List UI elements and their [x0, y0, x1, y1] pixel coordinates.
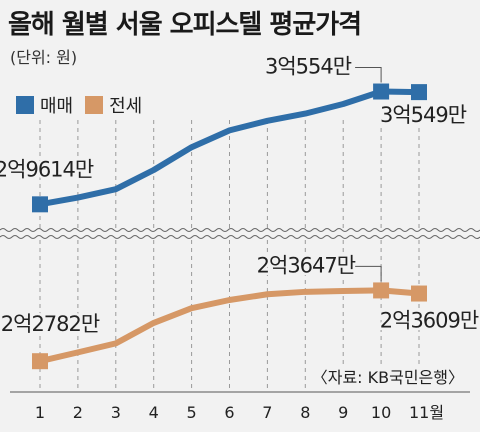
x-tick-label: 6 [224, 403, 234, 422]
series-line-jeonse [39, 287, 420, 365]
data-marker [411, 285, 427, 302]
unit-label: (단위: 원) [10, 48, 78, 67]
axis-break-marker [0, 228, 480, 240]
data-marker [373, 83, 390, 100]
x-tick-label: 9 [338, 403, 348, 422]
x-tick-label: 3 [111, 403, 121, 422]
x-tick-label: 10 [371, 403, 391, 422]
x-tick-label: 11월 [409, 403, 444, 422]
legend-label-sale: 매매 [40, 96, 74, 117]
data-label: 2억3647만 [257, 253, 356, 277]
chart-title: 올해 월별 서울 오피스텔 평균가격 [8, 10, 362, 40]
data-labels: 2억9614만 3억554만 3억549만 2억2782만 2억3647만 2억3609만 [0, 52, 480, 339]
data-label: 3억554만 [265, 55, 352, 79]
x-axis: 1 2 3 4 5 6 7 8 9 10 11월 [10, 391, 470, 422]
label-leader [355, 67, 382, 83]
series-lines [32, 83, 427, 370]
data-label: 2억3609만 [380, 309, 479, 333]
x-tick-label: 8 [300, 403, 310, 422]
legend-swatch-jeonse [85, 96, 104, 114]
data-marker [411, 84, 427, 101]
legend-label-jeonse: 전세 [109, 96, 143, 117]
vertical-gridlines [39, 120, 420, 392]
data-marker [32, 196, 48, 213]
x-tick-label: 7 [262, 403, 272, 422]
data-label: 2억9614만 [0, 157, 94, 181]
x-tick-label: 1 [35, 403, 45, 422]
x-tick-label: 4 [149, 403, 159, 422]
data-marker [373, 282, 390, 299]
label-leader [355, 265, 382, 282]
axis-break-line [0, 235, 480, 239]
data-label: 2억2782만 [1, 312, 100, 336]
data-marker [32, 353, 48, 370]
legend: 매매 전세 [6, 90, 147, 120]
source-note: 〈자료: KB국민은행〉 [309, 364, 466, 388]
legend-swatch-sale [16, 96, 34, 114]
x-tick-label: 5 [187, 403, 197, 422]
series-line-sale [39, 88, 420, 208]
axis-break-line [0, 228, 480, 232]
x-tick-label: 2 [73, 403, 83, 422]
data-label: 3억549만 [380, 103, 467, 127]
